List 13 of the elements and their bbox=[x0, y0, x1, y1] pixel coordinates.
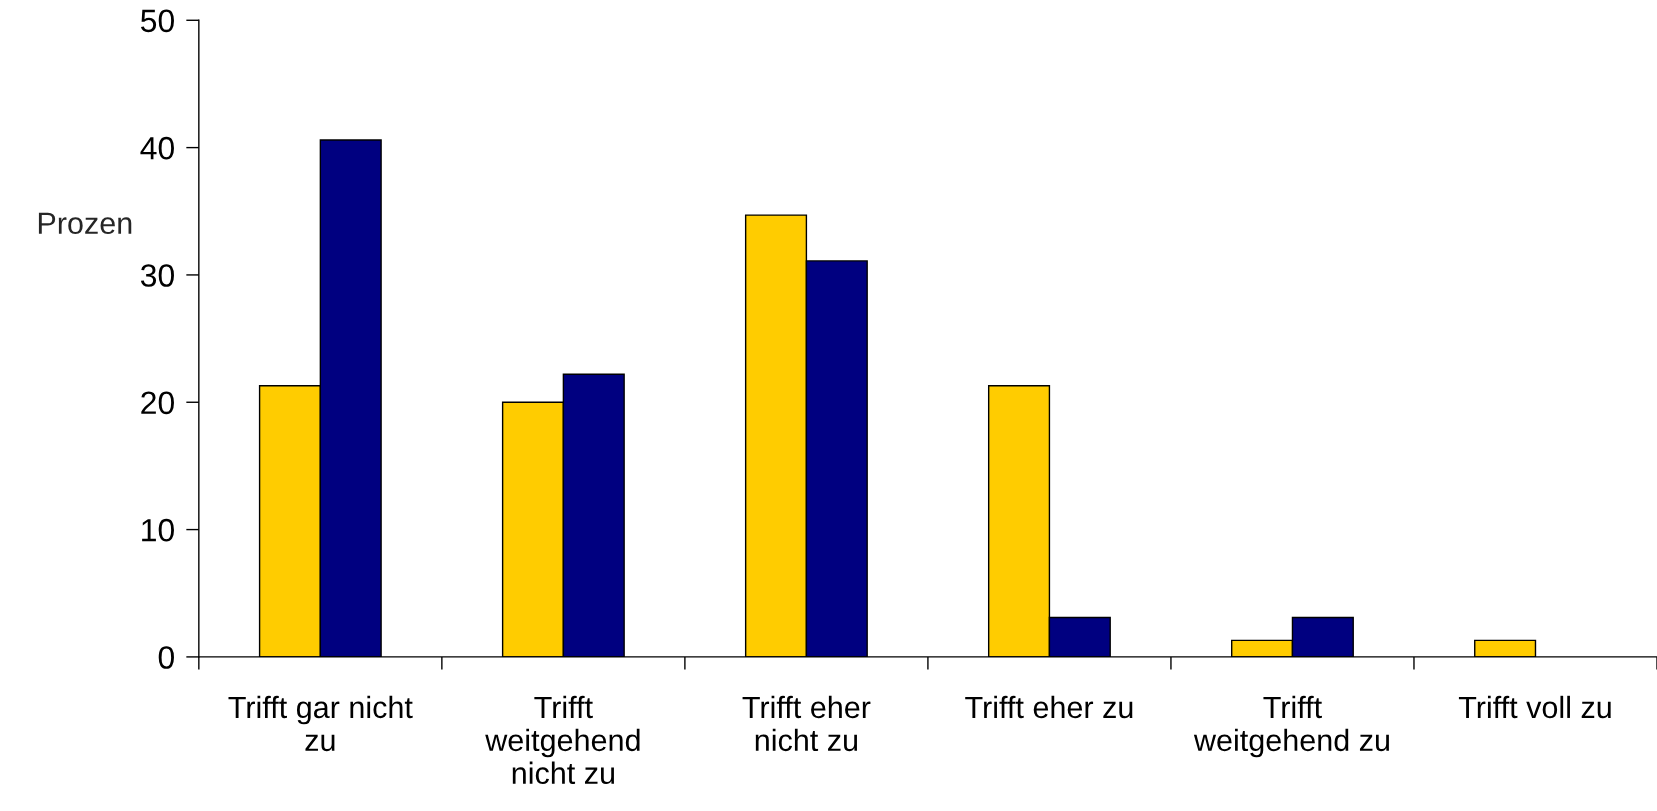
y-tick-label: 10 bbox=[142, 518, 174, 542]
y-axis-title: Prozen bbox=[38, 212, 132, 235]
y-tick-label: 30 bbox=[140, 264, 174, 287]
x-tick-label: Trifft weitgehend zu bbox=[1193, 695, 1389, 758]
x-tick-label: Trifft voll zu bbox=[1458, 695, 1611, 719]
y-tick-label: 50 bbox=[140, 9, 174, 33]
x-tick-label: Trifft gar nicht zu bbox=[228, 695, 413, 752]
x-tick-label: Trifft eher zu bbox=[965, 695, 1133, 719]
x-tick-label: Trifft eher nicht zu bbox=[742, 695, 871, 752]
y-tick-label: 0 bbox=[158, 646, 174, 669]
x-tick-label: Trifft weitgehend nicht zu bbox=[485, 695, 640, 785]
y-tick-label: 20 bbox=[141, 391, 174, 415]
y-tick-label: 40 bbox=[140, 136, 174, 160]
